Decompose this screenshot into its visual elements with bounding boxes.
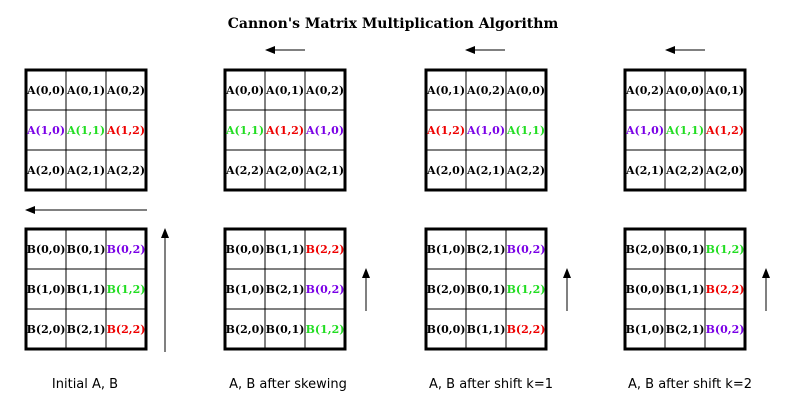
panel-caption: A, B after shift k=1 [429, 377, 553, 392]
matrix-cell: A(2,0) [426, 164, 465, 177]
matrix-cell: A(2,1) [66, 164, 105, 177]
matrix-cell: A(0,1) [265, 84, 304, 97]
matrix-cell: A(2,2) [665, 164, 704, 177]
panel-caption: Initial A, B [52, 377, 118, 392]
matrix-cell: A(2,1) [466, 164, 505, 177]
matrix-cell: B(2,0) [226, 323, 265, 336]
diagram-title: Cannon's Matrix Multiplication Algorithm [228, 16, 559, 32]
matrix-cell: B(2,2) [107, 323, 146, 336]
matrix-cell: A(2,0) [705, 164, 744, 177]
matrix-cell: B(0,2) [507, 243, 546, 256]
matrix-cell: B(0,0) [27, 243, 66, 256]
matrix-a-4: A(0,2) A(0,0) A(0,1) A(1,0) A(1,1) A(1,2) A(2,… [623, 68, 747, 192]
matrix-cell: B(1,2) [507, 283, 546, 296]
matrix-cell: A(2,1) [625, 164, 664, 177]
matrix-cell: B(0,2) [306, 283, 345, 296]
matrix-b-1: B(0,0) B(0,1) B(0,2) B(1,0) B(1,1) B(1,2) B(2,… [24, 227, 148, 351]
matrix-cell: A(1,0) [625, 124, 664, 137]
matrix-cell: A(0,1) [705, 84, 744, 97]
matrix-cell: B(1,0) [626, 323, 665, 336]
matrix-cell: A(1,2) [426, 124, 465, 137]
matrix-cell: B(1,1) [467, 323, 506, 336]
matrix-border [623, 68, 747, 192]
matrix-cell: B(2,1) [467, 243, 506, 256]
matrix-cell: A(2,2) [225, 164, 264, 177]
matrix-cell: B(2,1) [266, 283, 305, 296]
matrix-cell: B(2,2) [306, 243, 345, 256]
matrix-cell: A(1,2) [705, 124, 744, 137]
matrix-cell: B(0,2) [107, 243, 146, 256]
matrix-cell: B(2,0) [626, 243, 665, 256]
matrix-cell: B(0,1) [467, 283, 506, 296]
matrix-cell: A(2,2) [506, 164, 545, 177]
matrix-cell: B(1,2) [706, 243, 745, 256]
matrix-cell: B(1,2) [107, 283, 146, 296]
matrix-border [424, 68, 548, 192]
matrix-border [24, 227, 148, 351]
matrix-cell: A(1,1) [506, 124, 545, 137]
matrix-cell: A(1,1) [665, 124, 704, 137]
matrix-cell: A(1,1) [66, 124, 105, 137]
matrix-cell: B(2,2) [507, 323, 546, 336]
matrix-cell: B(1,1) [666, 283, 705, 296]
matrix-cell: B(2,1) [666, 323, 705, 336]
matrix-cell: A(0,2) [106, 84, 145, 97]
panel-caption: A, B after skewing [229, 377, 347, 392]
matrix-cell: A(0,2) [305, 84, 344, 97]
matrix-cell: B(1,0) [27, 283, 66, 296]
matrix-cell: B(1,0) [427, 243, 466, 256]
matrix-cell: A(2,1) [305, 164, 344, 177]
matrix-cell: B(2,1) [67, 323, 106, 336]
matrix-cell: A(1,1) [225, 124, 264, 137]
matrix-cell: A(1,0) [305, 124, 344, 137]
matrix-border [623, 227, 747, 351]
matrix-border [424, 227, 548, 351]
matrix-cell: A(0,1) [426, 84, 465, 97]
matrix-cell: B(1,1) [67, 283, 106, 296]
matrix-a-2: A(0,0) A(0,1) A(0,2) A(1,1) A(1,2) A(1,0) A(2,… [223, 68, 347, 192]
matrix-cell: B(1,0) [226, 283, 265, 296]
matrix-b-2: B(0,0) B(1,1) B(2,2) B(1,0) B(2,1) B(0,2) B(2,… [223, 227, 347, 351]
matrix-cell: A(0,0) [26, 84, 65, 97]
matrix-b-3: B(1,0) B(2,1) B(0,2) B(2,0) B(0,1) B(1,2) B(0,… [424, 227, 548, 351]
matrix-cell: B(0,1) [266, 323, 305, 336]
matrix-border [24, 68, 148, 192]
matrix-cell: A(1,2) [265, 124, 304, 137]
matrix-cell: B(0,2) [706, 323, 745, 336]
matrix-cell: B(0,0) [427, 323, 466, 336]
matrix-cell: B(1,2) [306, 323, 345, 336]
matrix-border [223, 68, 347, 192]
matrix-cell: A(0,1) [66, 84, 105, 97]
matrix-cell: A(0,2) [466, 84, 505, 97]
matrix-b-4: B(2,0) B(0,1) B(1,2) B(0,0) B(1,1) B(2,2) B(1,… [623, 227, 747, 351]
matrix-cell: B(1,1) [266, 243, 305, 256]
matrix-cell: A(2,2) [106, 164, 145, 177]
matrix-cell: A(1,0) [26, 124, 65, 137]
matrix-border [223, 227, 347, 351]
captions-layer: Initial A, B A, B after skewing A, B after… [52, 377, 752, 392]
matrix-cell: A(0,0) [506, 84, 545, 97]
matrix-cell: A(1,0) [466, 124, 505, 137]
matrix-cell: B(0,0) [226, 243, 265, 256]
matrix-cell: A(0,2) [625, 84, 664, 97]
matrix-cell: A(0,0) [665, 84, 704, 97]
matrix-cell: B(2,2) [706, 283, 745, 296]
matrix-cell: B(2,0) [27, 323, 66, 336]
matrix-a-1: A(0,0) A(0,1) A(0,2) A(1,0) A(1,1) A(1,2) A(2,… [24, 68, 148, 192]
matrix-cell: B(0,0) [626, 283, 665, 296]
matrix-cell: B(0,1) [666, 243, 705, 256]
matrix-cell: A(2,0) [26, 164, 65, 177]
matrix-cell: B(0,1) [67, 243, 106, 256]
panel-caption: A, B after shift k=2 [628, 377, 752, 392]
matrix-cell: B(2,0) [427, 283, 466, 296]
matrix-a-3: A(0,1) A(0,2) A(0,0) A(1,2) A(1,0) A(1,1) A(2,… [424, 68, 548, 192]
matrices-layer: A(0,0) A(0,1) A(0,2)A(1,0) A(1,1) A(1,2)A(2,… [24, 68, 747, 351]
matrix-cell: A(0,0) [225, 84, 264, 97]
matrix-cell: A(1,2) [106, 124, 145, 137]
matrix-cell: A(2,0) [265, 164, 304, 177]
